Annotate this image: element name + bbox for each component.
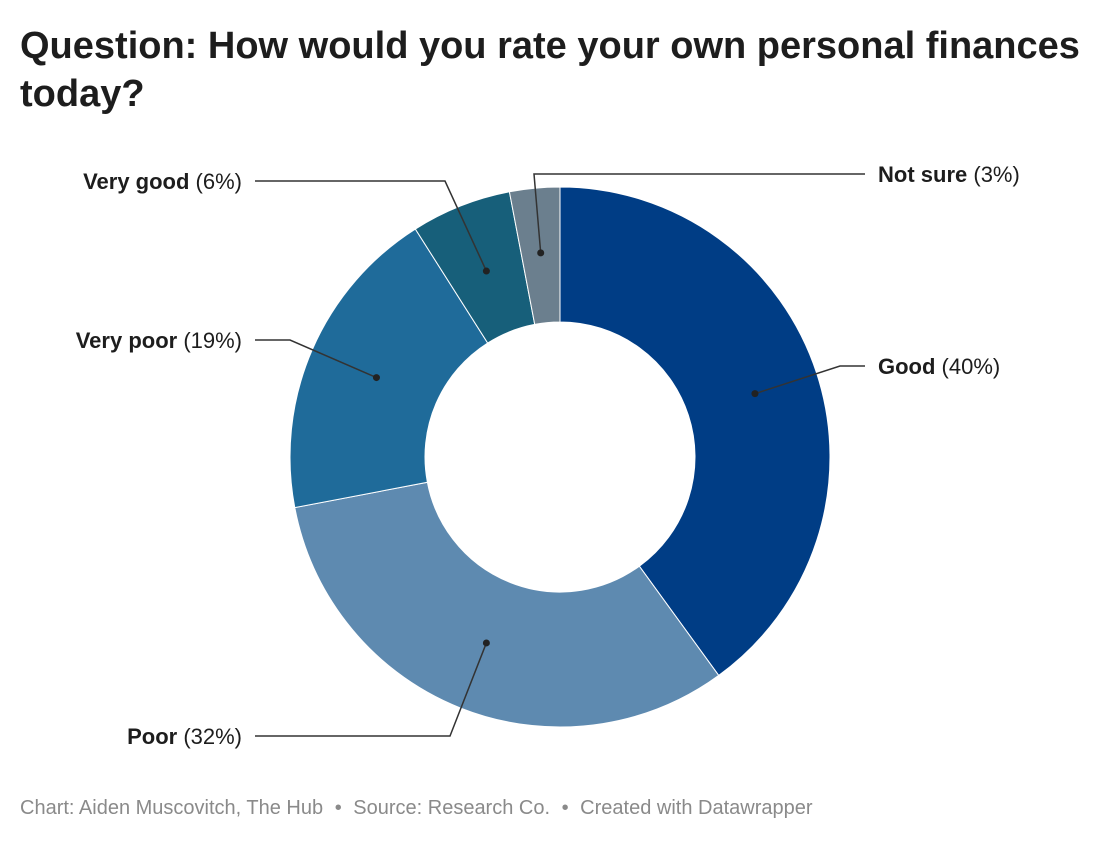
footer-created-with: Created with Datawrapper — [580, 797, 813, 819]
chart-footer: Chart: Aiden Muscovitch, The Hub • Sourc… — [20, 797, 813, 820]
leader-dot-good — [751, 390, 759, 398]
slice-label-poor: Poor (32%) — [127, 724, 242, 749]
slice-not-sure — [508, 186, 561, 325]
slice-labels: Good (40%) Poor (32%) Very poor (19%) Very … — [76, 162, 1020, 749]
leader-dot-very-good — [482, 267, 490, 275]
slice-label-good: Good (40%) — [878, 354, 1000, 379]
slice-poor — [294, 481, 720, 728]
footer-source: Source: Research Co. — [353, 797, 551, 819]
leader-line-good — [754, 365, 865, 395]
chart-title: Question: How would you rate your own pe… — [20, 25, 1080, 115]
slice-good — [559, 186, 831, 677]
footer-separator: • — [561, 797, 569, 819]
footer-credit: Chart: Aiden Muscovitch, The Hub — [20, 797, 324, 819]
donut-slices — [289, 186, 831, 728]
slice-label-very-poor: Very poor (19%) — [76, 328, 242, 353]
leader-line-poor — [255, 642, 488, 737]
slice-label-not-sure: Not sure (3%) — [878, 162, 1020, 187]
leader-dot-not-sure — [537, 249, 545, 257]
leader-dot-poor — [482, 639, 490, 647]
slice-label-very-good: Very good (6%) — [83, 169, 242, 194]
leader-lines — [255, 173, 865, 737]
footer-separator: • — [334, 797, 342, 819]
leader-line-very-poor — [255, 339, 377, 379]
leader-dot-very-poor — [372, 374, 380, 382]
slice-very-poor — [289, 228, 489, 509]
leader-line-very-good — [255, 180, 488, 272]
leader-line-not-sure — [533, 173, 865, 253]
